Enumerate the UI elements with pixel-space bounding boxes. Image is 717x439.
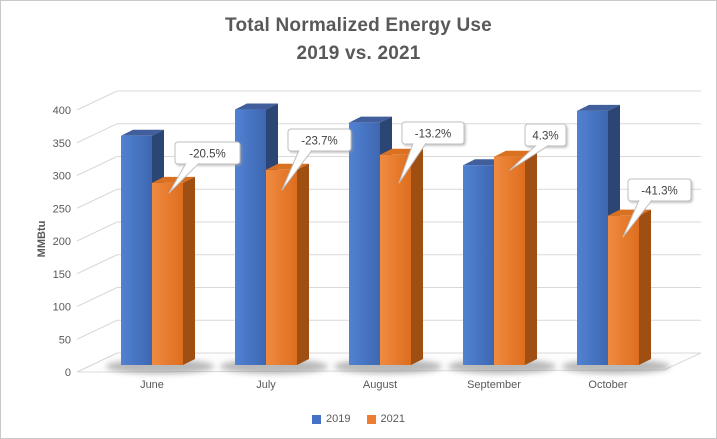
x-category-label: July [256,379,276,391]
bar-2021-june [152,176,195,365]
y-tick-label: 100 [53,302,71,314]
y-tick-label: 400 [53,105,71,117]
y-tick-label: 50 [59,334,71,346]
bar-top-face [577,104,620,111]
bar-2021-july [266,163,309,365]
bar-side-face [297,163,309,365]
callout-august: -13.2% [398,121,465,184]
bar-side-face [525,150,537,365]
legend-item-2019: 2019 [312,413,351,425]
bar-top-face [121,129,164,136]
legend-swatch-2019 [312,414,322,424]
callout-tail [168,162,200,194]
callout-label: -20.5% [189,149,225,161]
bar-front-face [121,135,152,365]
callout-september: 4.3% [509,123,567,171]
bar-front-face [349,122,380,366]
legend-swatch-2021 [366,414,376,424]
bar-top-face [235,103,278,110]
bar-2021-september [494,150,537,365]
callout-october: -41.3% [622,178,692,238]
y-tick-label: 150 [53,269,71,281]
legend-label-2019: 2019 [326,413,351,425]
x-category-label: August [363,379,397,391]
y-tick-label: 200 [53,236,71,248]
callout-box [627,178,692,202]
bar-front-face [266,169,297,365]
y-tick-connector [76,90,118,111]
x-category-label: September [467,379,521,391]
callout-tail [398,142,427,184]
y-tick-connector [76,188,118,209]
bar-side-face [411,148,423,365]
bar-side-face [639,209,651,365]
chart-title-line2: 2019 vs. 2021 [296,43,421,64]
y-tick-connector [76,156,118,176]
callout-label: -23.7% [301,136,337,148]
bar-front-face [494,156,525,365]
bar-top-face [349,116,392,123]
legend-item-2021: 2021 [366,413,405,425]
y-axis-title: MMBtu [36,221,48,258]
callout-label: -13.2% [415,129,451,141]
bar-front-face [577,110,608,365]
callout-box [174,141,241,165]
legend-label-2021: 2021 [380,413,405,425]
x-category-label: October [588,379,627,391]
y-tick-connector [76,254,118,275]
bar-front-face [608,215,639,365]
y-tick-connector [76,319,118,340]
chart-title-line1: Total Normalized Energy Use [225,15,492,36]
bar-front-face [380,154,411,365]
y-tick-connector [76,287,118,307]
y-tick-label: 300 [53,171,71,183]
callout-tail [509,144,550,171]
bar-front-face [463,165,494,365]
y-tick-connector [76,123,118,144]
bar-2021-august [380,148,423,365]
y-tick-connector [76,221,118,242]
callout-label: -41.3% [641,186,677,198]
y-tick-connector [76,352,118,373]
bar-side-face [183,176,195,365]
callout-box [287,128,352,152]
callout-tail [622,199,653,238]
callout-tail [281,149,313,191]
callout-label: 4.3% [532,131,558,143]
bar-front-face [152,182,183,365]
y-tick-label: 350 [53,138,71,150]
y-tick-label: 250 [53,203,71,215]
chart-legend: 2019 2021 [1,413,716,425]
callout-june: -20.5% [168,141,241,194]
x-category-label: June [140,379,164,391]
chart-title: Total Normalized Energy Use 2019 vs. 202… [1,12,716,68]
y-tick-label: 0 [65,367,71,379]
bar-2021-october [608,209,651,365]
callout-july: -23.7% [281,128,352,191]
callout-box [401,121,465,145]
